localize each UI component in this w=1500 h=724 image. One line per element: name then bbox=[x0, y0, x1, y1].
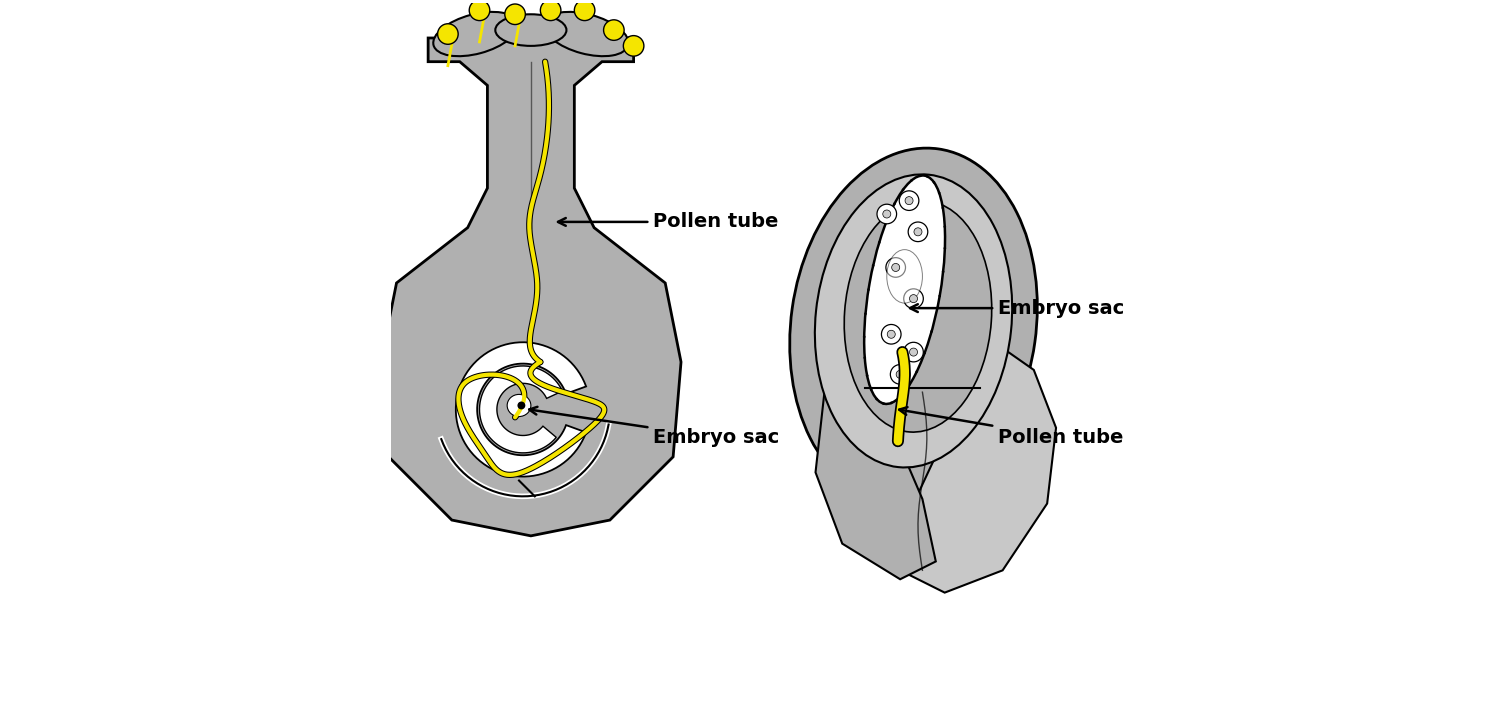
Circle shape bbox=[936, 307, 939, 309]
Circle shape bbox=[914, 228, 922, 236]
Circle shape bbox=[944, 225, 946, 228]
Circle shape bbox=[876, 397, 878, 400]
Circle shape bbox=[882, 324, 902, 344]
Circle shape bbox=[908, 385, 909, 388]
Polygon shape bbox=[816, 348, 936, 579]
Ellipse shape bbox=[495, 14, 567, 46]
Circle shape bbox=[926, 175, 928, 178]
Circle shape bbox=[864, 313, 867, 315]
Circle shape bbox=[864, 356, 865, 359]
Circle shape bbox=[891, 264, 900, 272]
Text: Embryo sac: Embryo sac bbox=[910, 298, 1124, 318]
Ellipse shape bbox=[507, 395, 531, 416]
Circle shape bbox=[884, 210, 891, 218]
Circle shape bbox=[910, 179, 914, 182]
Circle shape bbox=[909, 348, 918, 356]
Circle shape bbox=[902, 188, 904, 191]
Circle shape bbox=[878, 241, 880, 244]
Ellipse shape bbox=[844, 201, 992, 432]
Circle shape bbox=[896, 371, 904, 379]
Circle shape bbox=[942, 206, 944, 209]
Circle shape bbox=[903, 289, 924, 308]
Circle shape bbox=[898, 396, 902, 398]
Circle shape bbox=[942, 270, 945, 273]
Circle shape bbox=[890, 402, 892, 404]
Polygon shape bbox=[900, 339, 1056, 593]
Circle shape bbox=[939, 295, 940, 298]
Circle shape bbox=[903, 342, 924, 362]
Circle shape bbox=[438, 24, 458, 44]
Circle shape bbox=[909, 295, 918, 303]
Circle shape bbox=[862, 335, 865, 338]
Circle shape bbox=[518, 402, 525, 409]
Circle shape bbox=[506, 4, 525, 25]
Circle shape bbox=[886, 330, 896, 338]
Text: Embryo sac: Embryo sac bbox=[530, 407, 780, 447]
Ellipse shape bbox=[433, 12, 517, 56]
Circle shape bbox=[944, 247, 946, 250]
Circle shape bbox=[938, 192, 940, 194]
Ellipse shape bbox=[886, 250, 922, 303]
Ellipse shape bbox=[789, 148, 1038, 502]
Circle shape bbox=[908, 222, 928, 242]
Circle shape bbox=[865, 374, 868, 377]
Text: Pollen tube: Pollen tube bbox=[558, 212, 778, 232]
Circle shape bbox=[930, 330, 933, 333]
Circle shape bbox=[870, 388, 873, 391]
Circle shape bbox=[886, 258, 906, 277]
Circle shape bbox=[867, 288, 870, 291]
Ellipse shape bbox=[815, 174, 1013, 468]
Circle shape bbox=[574, 0, 596, 20]
Circle shape bbox=[904, 197, 914, 205]
Polygon shape bbox=[480, 366, 562, 453]
Ellipse shape bbox=[864, 175, 945, 404]
Circle shape bbox=[470, 0, 490, 20]
Circle shape bbox=[885, 220, 888, 223]
Ellipse shape bbox=[544, 12, 628, 56]
Circle shape bbox=[918, 174, 921, 177]
Polygon shape bbox=[381, 38, 681, 536]
Circle shape bbox=[871, 264, 874, 267]
Text: Pollen tube: Pollen tube bbox=[898, 407, 1124, 447]
Circle shape bbox=[882, 403, 885, 405]
Circle shape bbox=[603, 20, 624, 41]
Circle shape bbox=[878, 204, 897, 224]
Circle shape bbox=[540, 0, 561, 20]
Circle shape bbox=[900, 191, 920, 211]
Circle shape bbox=[891, 365, 910, 384]
Polygon shape bbox=[456, 342, 586, 476]
Circle shape bbox=[624, 35, 644, 56]
Circle shape bbox=[892, 202, 896, 205]
Circle shape bbox=[933, 181, 936, 184]
Circle shape bbox=[924, 352, 926, 354]
Circle shape bbox=[915, 370, 918, 373]
